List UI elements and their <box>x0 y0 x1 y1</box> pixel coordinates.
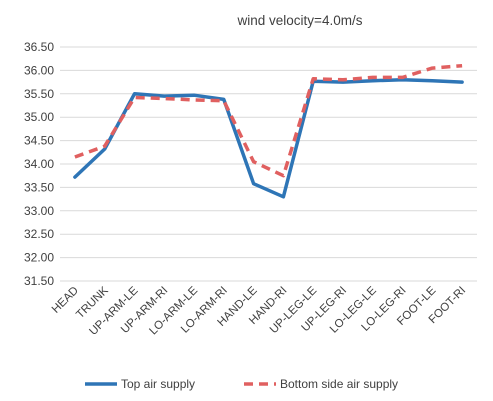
series-lines <box>73 63 464 199</box>
y-tick-label: 35.50 <box>24 87 54 101</box>
x-axis-ticks: HEADTRUNKUP-ARM-LEUP-ARM-RILO-ARM-LELO-A… <box>50 284 468 337</box>
chart-title: wind velocity=4.0m/s <box>237 13 363 28</box>
y-tick-label: 34.00 <box>24 157 54 171</box>
y-axis-ticks: 31.50 32.00 32.50 33.00 33.50 34.00 34.50 35.00… <box>24 40 54 288</box>
y-tick-label: 33.00 <box>24 204 54 218</box>
legend-label-0: Top air supply <box>121 377 195 391</box>
y-tick-label: 32.00 <box>24 251 54 265</box>
y-tick-label: 33.50 <box>24 180 54 194</box>
y-tick-label: 31.50 <box>24 274 54 288</box>
y-tick-label: 35.00 <box>24 110 54 124</box>
y-tick-label: 36.00 <box>24 63 54 77</box>
y-tick-label: 32.50 <box>24 227 54 241</box>
series-line-1 <box>74 63 463 178</box>
y-tick-label: 34.50 <box>24 134 54 148</box>
grid-lines <box>60 46 477 282</box>
y-tick-label: 36.50 <box>24 40 54 54</box>
series-line-0 <box>73 78 464 199</box>
legend: Top air supply Bottom side air supply <box>85 377 398 391</box>
legend-label-1: Bottom side air supply <box>280 377 398 391</box>
